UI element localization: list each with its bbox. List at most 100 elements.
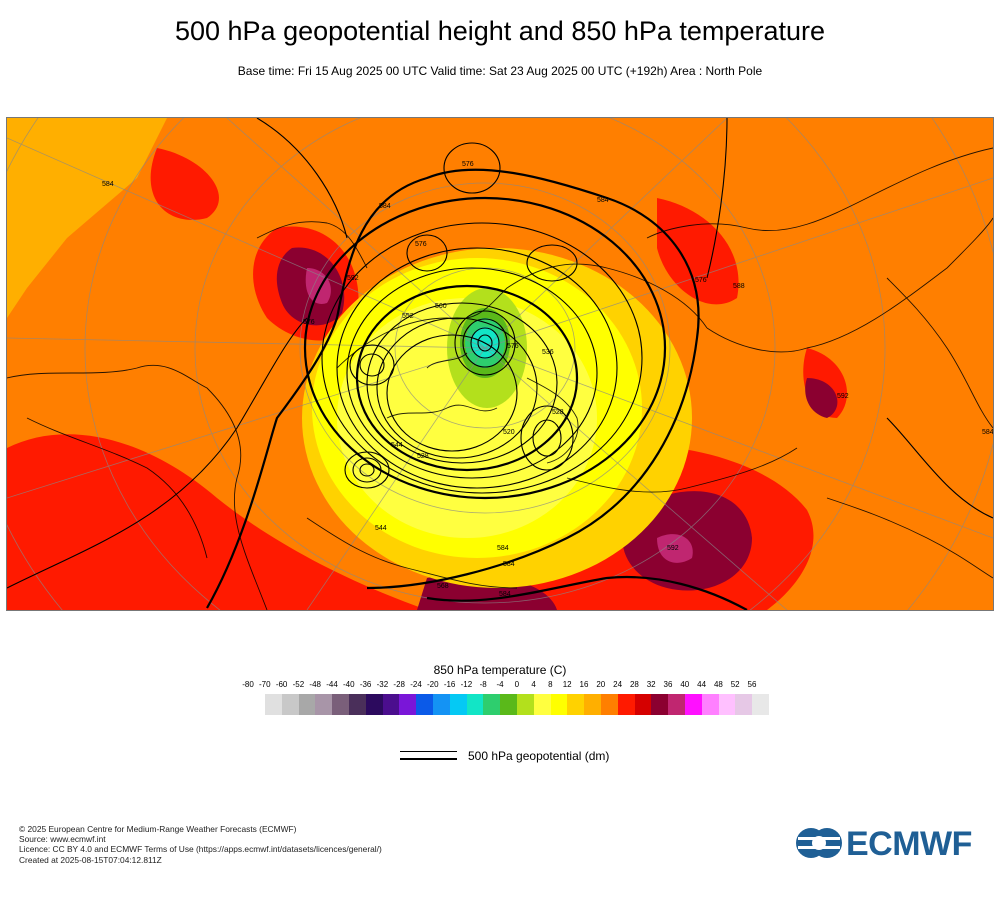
contour-label: 544 — [375, 525, 387, 532]
colorbar-tick-label: 28 — [629, 680, 639, 689]
geopotential-contours — [7, 118, 993, 610]
colorbar-swatch — [533, 694, 551, 715]
temperature-field-32-southeast — [657, 534, 693, 563]
thin-contour-line-sample — [400, 751, 457, 752]
temperature-legend-title: 850 hPa temperature (C) — [433, 663, 567, 677]
chart-subtitle: Base time: Fri 15 Aug 2025 00 UTC Valid … — [237, 64, 763, 78]
map-panel: 576 584 584 576 592 576 584 584 592 576 … — [6, 117, 994, 611]
colorbar-tick-label: 12 — [562, 680, 572, 689]
colorbar-tick-label: -24 — [410, 680, 422, 689]
geopotential-legend-label: 500 hPa geopotential (dm) — [468, 749, 610, 763]
colorbar-tick-label: 32 — [646, 680, 656, 689]
colorbar-tick-label: 44 — [697, 680, 707, 689]
temperature-field-0-b — [357, 398, 447, 478]
colorbar-swatch — [382, 694, 400, 715]
colorbar-tick-label: -40 — [343, 680, 355, 689]
colorbar-swatch — [449, 694, 467, 715]
colorbar-tick-label: -36 — [359, 680, 372, 689]
contour-label: 576 — [507, 343, 519, 350]
footer: © 2025 European Centre for Medium-Range … — [19, 824, 382, 865]
colorbar-swatch — [416, 694, 433, 715]
temperature-field-28-east — [805, 378, 838, 418]
licence-text: Licence: CC BY 4.0 and ECMWF Terms of Us… — [19, 844, 382, 855]
contour-label: 584 — [503, 561, 515, 568]
colorbar-tick-label: -20 — [427, 680, 439, 689]
temperature-field-20-northeast — [657, 198, 739, 305]
colorbar-tick-label: -32 — [376, 680, 389, 689]
temperature-field-20-north — [150, 148, 219, 220]
colorbar-swatch — [567, 694, 585, 715]
colorbar-swatch — [298, 694, 316, 715]
contour-label: 576 — [695, 277, 707, 284]
colorbar-swatch — [634, 694, 652, 715]
colorbar-tick-label: -80 — [242, 680, 254, 689]
contour-label: 584 — [497, 545, 509, 552]
contour-label: 576 — [303, 319, 315, 326]
colorbar-tick-label: -12 — [460, 680, 473, 689]
colorbar-swatch — [315, 694, 333, 715]
colorbar-tick-label: 36 — [663, 680, 673, 689]
colorbar-tick-label: 48 — [713, 680, 723, 689]
contour-label: 584 — [597, 197, 609, 204]
contour-label: 528 — [417, 453, 429, 460]
source-text: Source: www.ecmwf.int — [19, 834, 106, 845]
colorbar-tick-label: 24 — [613, 680, 623, 689]
colorbar-tick-label: -8 — [479, 680, 487, 689]
contour-label: 576 — [462, 161, 474, 168]
chart-title: 500 hPa geopotential height and 850 hPa … — [174, 16, 825, 46]
colorbar-swatch — [265, 694, 282, 715]
created-text: Created at 2025-08-15T07:04:12.811Z — [19, 854, 162, 865]
forecast-map: 576 584 584 576 592 576 584 584 592 576 … — [7, 118, 993, 610]
colorbar-swatch — [332, 694, 349, 715]
colorbar-swatch — [651, 694, 669, 715]
colorbar-tick-label: 8 — [548, 680, 553, 689]
colorbar-tick-label: 20 — [596, 680, 606, 689]
contour-label: 584 — [102, 181, 114, 188]
colorbar-ticks: -80 -70 -60 -52 -48 -44 -40 -36 -32 -28 -24 -20 -16-… — [242, 680, 756, 692]
colorbar-tick-label: -28 — [393, 680, 405, 689]
geopotential-legend: 500 hPa geopotential (dm) — [400, 747, 700, 765]
temperature-field-20-south — [7, 434, 427, 610]
colorbar-tick-label: -44 — [326, 680, 338, 689]
colorbar-tick-label: 40 — [680, 680, 690, 689]
colorbar-tick-label: -16 — [443, 680, 456, 689]
colorbar-swatch — [752, 694, 769, 715]
colorbar-swatch — [365, 694, 383, 715]
temperature-colorbar — [265, 694, 769, 715]
contour-label: 560 — [435, 303, 447, 310]
colorbar-tick-label: 16 — [579, 680, 589, 689]
colorbar-tick-label: 52 — [730, 680, 740, 689]
colorbar-swatch — [718, 694, 736, 715]
colorbar-swatch — [584, 694, 601, 715]
colorbar-swatch — [600, 694, 618, 715]
contour-labels: 576 584 584 576 592 576 584 584 592 576 … — [102, 161, 993, 598]
colorbar-swatch — [348, 694, 366, 715]
colorbar-swatch — [516, 694, 534, 715]
ecmwf-logo: ECMWF — [794, 825, 984, 863]
colorbar-swatch — [500, 694, 517, 715]
coastlines — [7, 147, 993, 610]
colorbar-tick-label: 56 — [747, 680, 757, 689]
colorbar-tick-label: -48 — [309, 680, 321, 689]
colorbar-swatch — [483, 694, 501, 715]
contour-label: 568 — [437, 583, 449, 590]
colorbar-tick-label: -70 — [259, 680, 271, 689]
contour-label: 584 — [379, 203, 391, 210]
contour-label: 536 — [542, 349, 554, 356]
contour-label: 544 — [391, 442, 403, 449]
colorbar-swatch — [617, 694, 635, 715]
contour-label: 528 — [552, 409, 564, 416]
colorbar-swatch — [466, 694, 484, 715]
colorbar-swatch — [432, 694, 450, 715]
contour-label: 592 — [347, 275, 359, 282]
colorbar-tick-label: 4 — [531, 680, 536, 689]
colorbar-swatch — [735, 694, 753, 715]
contour-label: 592 — [837, 393, 849, 400]
temperature-field-0-c — [487, 413, 567, 483]
colorbar-swatch — [668, 694, 685, 715]
colorbar-swatch — [550, 694, 568, 715]
contour-label: 584 — [982, 429, 993, 436]
colorbar-tick-label: -52 — [292, 680, 305, 689]
ecmwf-logo-icon — [796, 828, 842, 858]
colorbar-swatch — [281, 694, 299, 715]
